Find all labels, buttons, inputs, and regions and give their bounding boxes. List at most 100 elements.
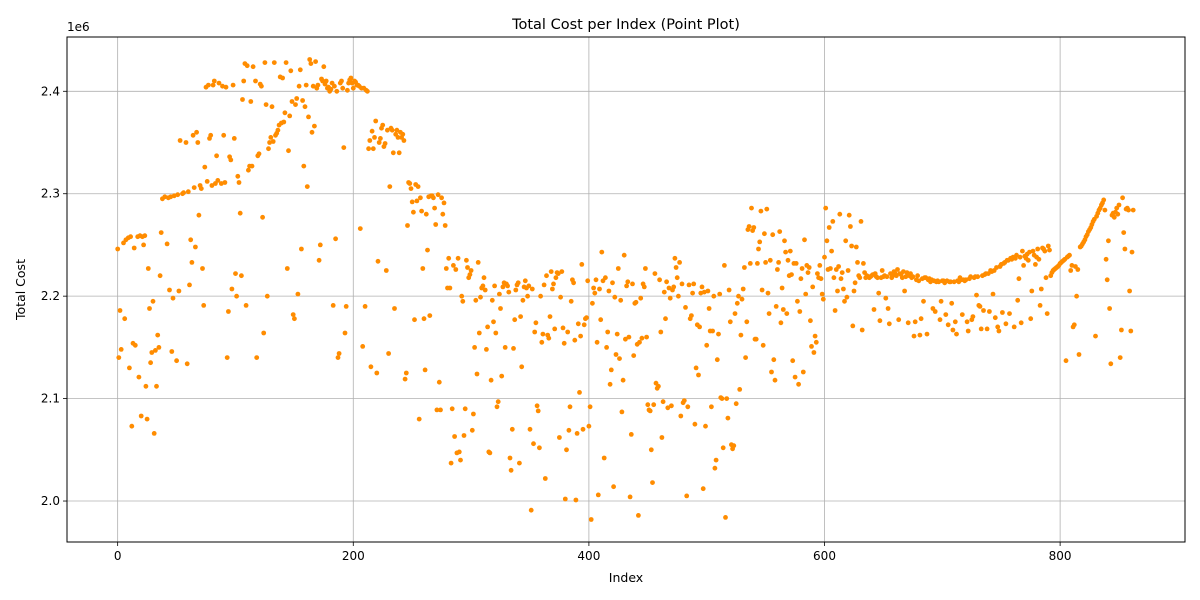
data-point (200, 266, 205, 271)
data-point (1129, 249, 1135, 255)
data-point (1106, 238, 1111, 244)
data-point (592, 290, 598, 296)
data-point (797, 309, 803, 314)
data-point (443, 266, 449, 271)
data-point (995, 324, 1001, 330)
data-point (480, 283, 486, 289)
data-point (513, 287, 519, 293)
data-point (943, 312, 949, 317)
data-point (369, 128, 375, 134)
data-point (855, 260, 860, 265)
data-point (580, 426, 586, 432)
data-point (323, 78, 329, 84)
data-point (150, 298, 156, 304)
data-points (115, 57, 1136, 522)
data-point (302, 104, 308, 110)
data-point (950, 327, 956, 333)
data-point (188, 237, 194, 243)
data-point (593, 277, 599, 283)
data-point (577, 390, 582, 395)
data-point (737, 387, 743, 392)
data-point (425, 247, 430, 253)
data-point (475, 260, 481, 265)
data-point (1120, 195, 1125, 201)
data-point (547, 314, 553, 319)
data-point (798, 276, 804, 282)
data-point (954, 331, 959, 337)
data-point (808, 318, 813, 324)
data-point (566, 427, 572, 433)
data-point (317, 242, 323, 248)
data-point (647, 408, 653, 414)
data-point (572, 337, 578, 343)
data-point (261, 330, 267, 336)
data-point (1017, 254, 1023, 260)
data-point (835, 288, 840, 294)
data-point (952, 319, 958, 325)
data-point (294, 96, 300, 101)
data-point (778, 320, 784, 326)
data-point (402, 376, 408, 382)
data-point (876, 290, 882, 296)
data-point (293, 102, 298, 107)
data-point (720, 445, 726, 451)
data-point (154, 383, 159, 389)
data-point (587, 404, 593, 410)
data-point (1117, 355, 1123, 360)
data-point (684, 493, 690, 499)
data-point (747, 261, 753, 266)
data-point (660, 399, 666, 405)
data-point (828, 266, 833, 271)
data-point (330, 303, 336, 308)
data-point (901, 269, 906, 274)
data-point (339, 78, 344, 84)
data-point (270, 139, 276, 144)
data-point (191, 185, 197, 191)
data-point (917, 332, 923, 338)
data-point (723, 515, 728, 520)
data-point (185, 189, 191, 195)
data-point (571, 280, 576, 286)
data-point (765, 290, 771, 296)
data-point (499, 373, 505, 379)
data-point (894, 273, 899, 279)
data-point (686, 282, 692, 288)
data-point (421, 316, 427, 322)
data-point (696, 372, 701, 378)
data-point (434, 407, 440, 413)
data-point (447, 285, 453, 291)
data-point (749, 205, 754, 211)
data-point (164, 241, 170, 247)
data-point (573, 497, 579, 503)
data-point (169, 349, 175, 354)
data-point (772, 377, 778, 383)
data-point (1018, 320, 1024, 326)
data-point (214, 153, 220, 159)
data-point (902, 288, 907, 294)
data-point (844, 294, 850, 300)
data-point (269, 104, 275, 110)
x-tick-label: 400 (577, 549, 600, 563)
data-point (783, 249, 788, 255)
data-point (610, 280, 615, 286)
data-point (697, 324, 702, 330)
data-point (537, 445, 542, 451)
data-point (819, 291, 825, 297)
data-point (555, 271, 561, 276)
data-point (875, 275, 880, 281)
data-point (422, 367, 428, 373)
data-point (912, 319, 918, 325)
data-point (981, 308, 986, 313)
data-point (189, 260, 195, 265)
data-point (432, 205, 437, 211)
data-point (561, 340, 567, 346)
data-point (138, 413, 144, 419)
data-point (685, 404, 691, 410)
data-point (965, 328, 971, 334)
data-point (603, 275, 608, 281)
data-point (248, 99, 254, 104)
data-point (506, 289, 512, 295)
data-point (689, 313, 694, 318)
data-point (1107, 306, 1112, 311)
